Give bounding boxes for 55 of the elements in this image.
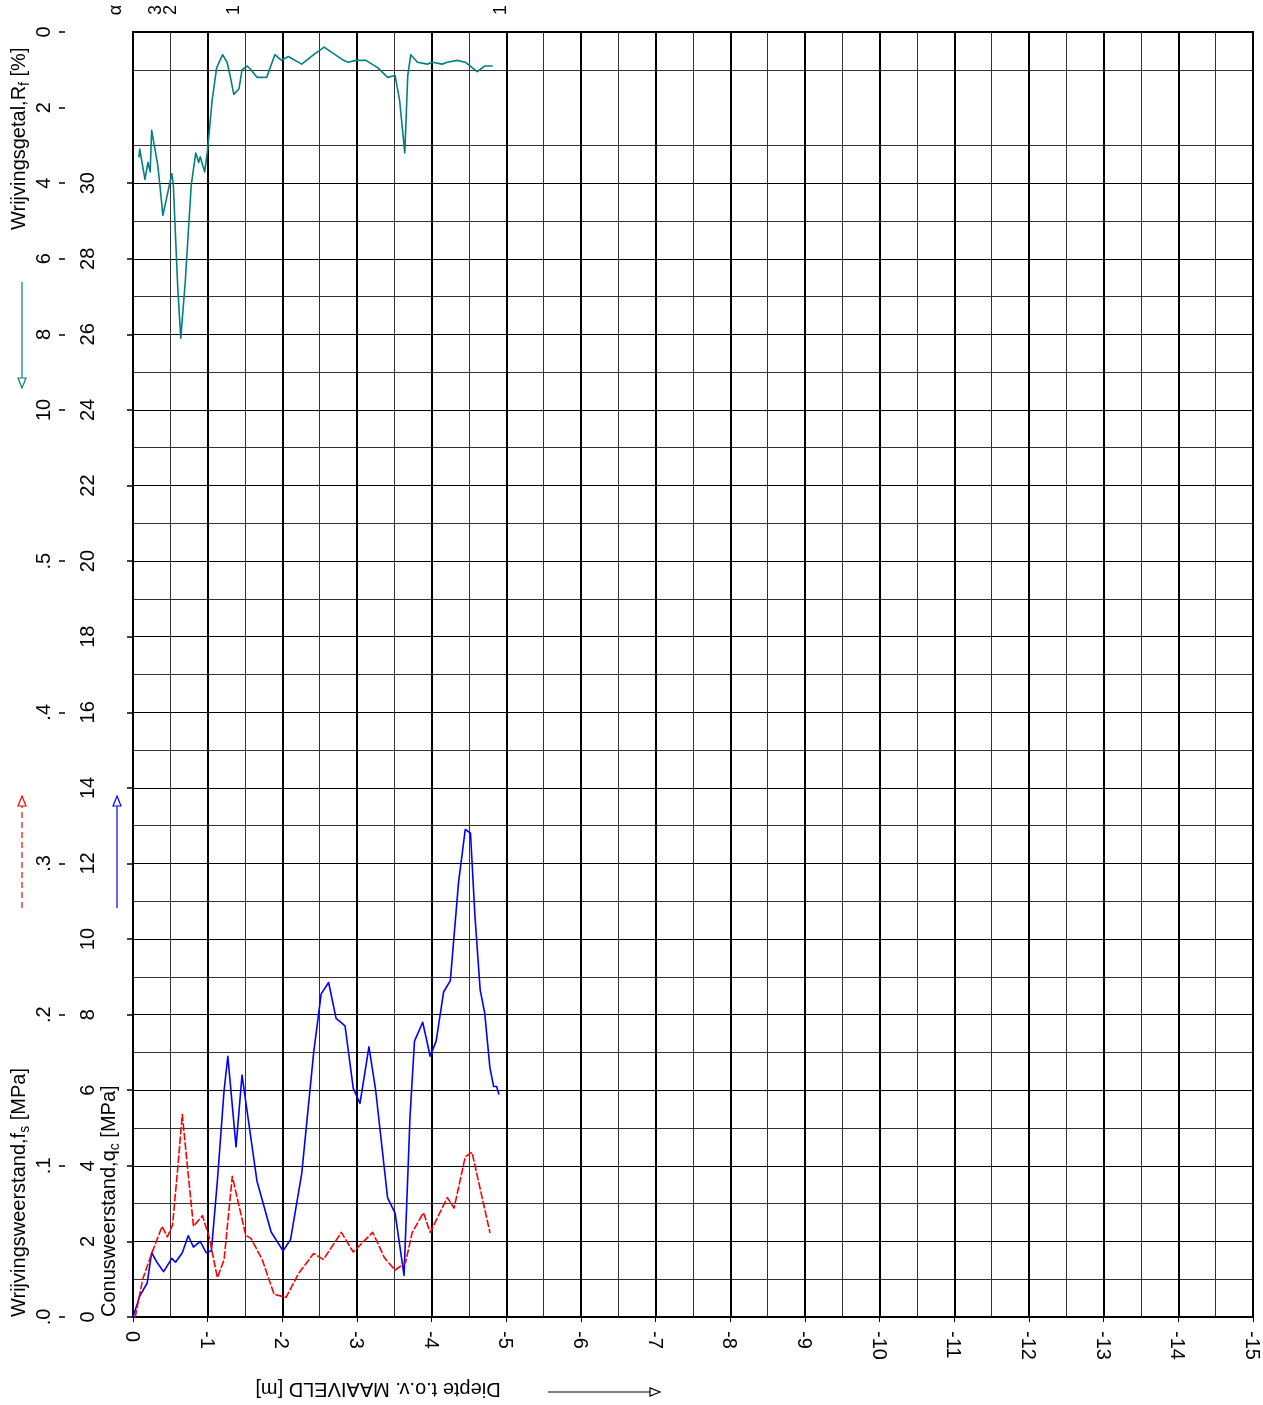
x-tick-label: -3	[346, 1331, 368, 1349]
y3-tick-label: 10	[32, 398, 54, 422]
line-series	[132, 828, 500, 1318]
y-tick-label: 0	[76, 1311, 98, 1323]
y-tick-label: 24	[76, 398, 98, 422]
y-tick-label: 20	[76, 549, 98, 573]
y2-tick-label: .4	[32, 703, 54, 721]
x-axis-title: Diepte t.o.v. MAAIVELD [m]	[255, 1379, 501, 1401]
x-tick-label: -8	[719, 1331, 742, 1349]
y2-tick-label: .2	[32, 1006, 54, 1023]
x-tick-label: -11	[943, 1331, 966, 1359]
y3-tick-label: 4	[32, 177, 54, 189]
y3-tick-label: 8	[32, 328, 54, 340]
x-tick-label: -7	[644, 1331, 667, 1349]
x-tick-label: -5	[495, 1331, 518, 1349]
x-tick-label: -13	[1092, 1331, 1115, 1360]
y-tick-label: 18	[76, 625, 98, 648]
x-tick-label: -12	[1018, 1331, 1040, 1360]
text: 1	[223, 4, 243, 16]
y-tick-label: 22	[76, 474, 98, 497]
y3-tick-label: 0	[32, 26, 54, 38]
y-tick-label: 2	[76, 1235, 98, 1247]
y2-tick-label: .3	[32, 855, 54, 872]
y-tick-label: 12	[76, 852, 98, 875]
y-axis-title: Conusweerstand,qc [MPa]	[97, 1085, 122, 1317]
text: 2	[160, 4, 180, 16]
y-tick-label: 14	[76, 776, 98, 800]
y3-axis-title: Wrijvingsgetal,Rf [%]	[7, 47, 32, 230]
line-series	[138, 46, 493, 339]
y3-tick-label: 2	[32, 102, 54, 114]
y-tick-label: 4	[76, 1160, 98, 1172]
y2-axis-title: Wrijvingsweerstand,fs [MPa]	[7, 1068, 32, 1317]
y-tick-label: 30	[76, 172, 98, 195]
x-tick-label: -14	[1167, 1331, 1190, 1360]
text: α	[105, 4, 125, 16]
x-tick-label: -4	[420, 1331, 443, 1349]
y2-tick-label: .5	[32, 552, 54, 570]
x-tick-label: -1	[196, 1331, 219, 1349]
y3-tick-label: 6	[32, 253, 54, 265]
x-tick-label: -15	[1242, 1331, 1263, 1360]
y-tick-label: 28	[76, 247, 98, 270]
x-tick-label: 0	[122, 1331, 144, 1343]
x-tick-label: -10	[868, 1331, 891, 1360]
x-tick-label: -9	[794, 1331, 816, 1349]
y2-tick-label: .0	[32, 1308, 54, 1326]
text: 1	[490, 4, 510, 16]
y-tick-label: 6	[76, 1084, 98, 1096]
y2-tick-label: .1	[32, 1157, 54, 1175]
y-tick-label: 16	[76, 701, 98, 724]
y-tick-label: 26	[76, 323, 98, 346]
x-tick-label: -2	[271, 1331, 294, 1349]
y-tick-label: 8	[76, 1009, 98, 1021]
x-tick-label: -6	[570, 1331, 592, 1349]
y-tick-label: 10	[76, 927, 98, 951]
line-series	[134, 1113, 491, 1318]
